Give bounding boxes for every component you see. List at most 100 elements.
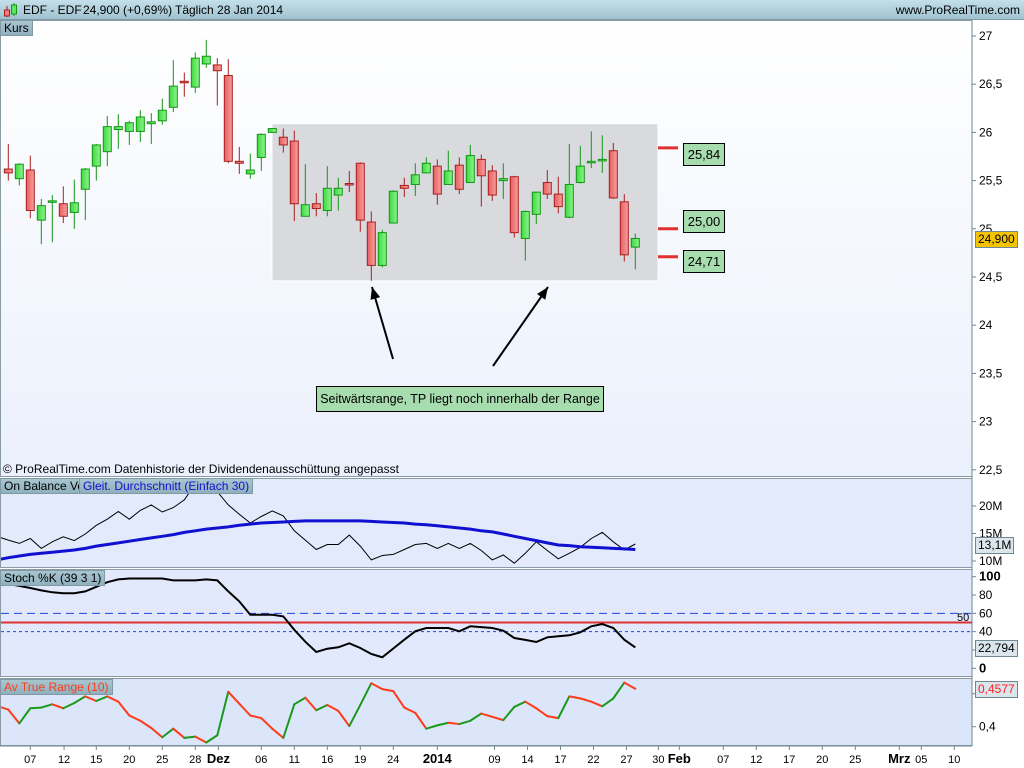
atr-segment — [524, 700, 538, 710]
candle-body — [487, 170, 497, 196]
candle — [465, 144, 475, 184]
candle — [69, 179, 79, 229]
stoch-panel-label[interactable]: Stoch %K (39 3 1) — [0, 570, 106, 586]
candle-body — [608, 150, 618, 199]
atr-segment — [282, 703, 296, 739]
level-label-resistance[interactable]: 25,84 — [683, 143, 725, 166]
candle — [80, 168, 90, 221]
candle-body — [322, 187, 332, 211]
candle-body — [113, 126, 123, 131]
obv-ma-label[interactable]: Gleit. Durchschnitt (Einfach 30) — [79, 478, 254, 494]
atr-segment — [150, 727, 164, 739]
x-tick-label: 17 — [554, 754, 566, 766]
x-tick-label: Dez — [207, 751, 231, 766]
candle-body — [124, 122, 134, 132]
candle-body — [509, 176, 519, 234]
annotation-arrow-left[interactable] — [371, 286, 394, 360]
price-change: 24,900 (+0,69%) — [83, 3, 173, 17]
atr-segment — [161, 727, 175, 739]
candle — [25, 155, 35, 219]
candle — [300, 164, 310, 217]
candle — [630, 233, 640, 270]
x-tick-label: Mrz — [888, 751, 911, 766]
range-zone[interactable] — [271, 123, 659, 282]
candle — [542, 169, 552, 199]
candle-body — [564, 183, 574, 218]
x-tick-label: 07 — [717, 754, 729, 766]
annotation-textbox[interactable]: Seitwärtsrange, TP liegt noch innerhalb … — [316, 386, 604, 412]
candle-body — [102, 126, 112, 153]
obv-panel-label[interactable]: On Balance Vol — [0, 478, 91, 494]
atr-panel-label[interactable]: Av True Range (10) — [0, 679, 113, 695]
atr-segment — [469, 712, 483, 722]
x-tick-label: 06 — [255, 754, 267, 766]
candle-body — [432, 165, 442, 195]
price-tick-label: 24,5 — [979, 270, 1003, 284]
atr-segment — [480, 712, 494, 718]
candle-body — [454, 164, 464, 190]
atr-segment — [414, 711, 428, 730]
candle — [619, 194, 629, 262]
atr-segment — [62, 701, 76, 710]
price-panel-label[interactable]: Kurs — [0, 20, 33, 36]
candle — [421, 157, 431, 174]
x-tick-label: 14 — [521, 754, 533, 766]
atr-segment — [392, 690, 406, 709]
x-tick-label: 15 — [90, 754, 102, 766]
level-label-support[interactable]: 24,71 — [683, 250, 725, 273]
candle-body — [388, 190, 398, 224]
atr-segment — [128, 714, 142, 722]
candle — [278, 128, 288, 153]
candle — [388, 190, 398, 224]
annotation-arrow-right[interactable] — [492, 286, 549, 367]
x-tick-label: 20 — [816, 754, 828, 766]
x-tick-label: 25 — [849, 754, 861, 766]
candle-body — [377, 232, 387, 266]
candle-body — [476, 158, 486, 177]
candle — [47, 195, 57, 243]
candle — [366, 211, 376, 281]
atr-segment — [337, 709, 351, 728]
annotation-arrow-left-head — [370, 287, 381, 300]
atr-segment — [73, 695, 87, 704]
x-tick-label: 12 — [58, 754, 70, 766]
candle-body — [520, 210, 530, 239]
candle — [531, 191, 541, 224]
candlestick-logo-icon — [4, 3, 17, 17]
atr-segment — [623, 681, 637, 690]
candle — [157, 98, 167, 125]
candle — [443, 150, 453, 185]
x-tick-label: 05 — [915, 754, 927, 766]
candle-body — [36, 205, 46, 221]
stoch-mid-label: 50 — [957, 612, 970, 624]
candle — [58, 186, 68, 224]
atr-panel — [0, 678, 973, 746]
atr-segment — [425, 724, 439, 730]
candle-body — [47, 200, 57, 203]
candle — [168, 60, 178, 113]
candle — [410, 163, 420, 197]
candle-body — [3, 168, 13, 174]
obv-line — [1, 480, 636, 564]
atr-segment — [436, 721, 450, 727]
price-tick-label: 26,5 — [979, 77, 1003, 91]
atr-segment — [84, 695, 98, 703]
stoch-tick-label: 40 — [979, 625, 993, 639]
x-tick-label: 22 — [587, 754, 599, 766]
obv-tick-label: 10M — [979, 554, 1002, 568]
atr-segment — [348, 703, 362, 728]
website-link[interactable]: www.ProRealTime.com — [895, 3, 1020, 17]
price-tick-label: 23,5 — [979, 366, 1003, 380]
candle-body — [333, 187, 343, 196]
atr-segment — [557, 695, 571, 720]
candle — [201, 39, 211, 68]
atr-segment — [216, 690, 230, 737]
candle-body — [157, 109, 167, 122]
candle — [476, 154, 486, 207]
candle — [102, 116, 112, 167]
candle — [91, 143, 101, 181]
atr-segment — [381, 688, 395, 693]
level-label-mid[interactable]: 25,00 — [683, 210, 725, 233]
candle — [333, 177, 343, 211]
